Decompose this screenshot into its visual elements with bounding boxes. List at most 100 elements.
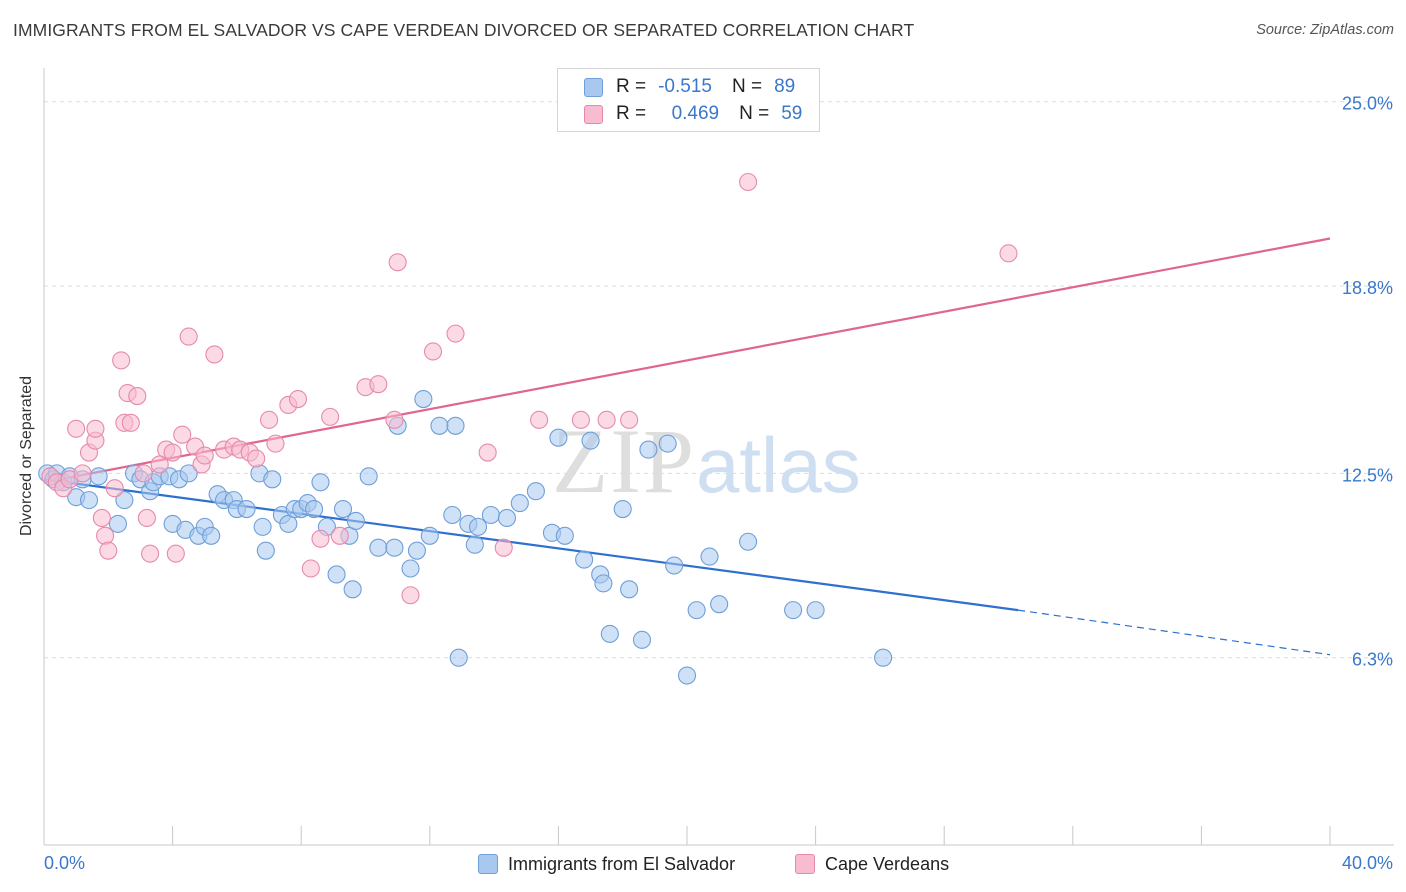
y-tick-label: 25.0% (1342, 94, 1393, 114)
el-salvador-point (465, 535, 484, 554)
bottom-legend-label: Immigrants from El Salvador (508, 853, 736, 874)
axes (43, 68, 1394, 846)
legend-swatch-cape-verdeans (584, 104, 603, 124)
bottom-legend-swatch-el-salvador (478, 854, 498, 874)
el-salvador-point (806, 601, 825, 620)
trend-lines (43, 237, 1331, 656)
el-salvador-point (510, 494, 529, 513)
cape-verdean-point (530, 410, 549, 429)
el-salvador-point (739, 532, 758, 551)
el-salvador-point (613, 499, 632, 519)
legend-row-el-salvador: R = -0.515 N = 89 (584, 75, 795, 99)
cape-verdean-point (86, 419, 105, 438)
y-tick-label: 6.3% (1352, 650, 1393, 670)
legend-row-cape-verdeans: R = 0.469 N = 59 (584, 102, 802, 126)
el-salvador-point (385, 538, 404, 557)
x-tick-label: 0.0% (44, 853, 85, 873)
el-salvador-point (263, 470, 282, 489)
el-salvador-point (497, 508, 517, 528)
cape-verdean-point (73, 464, 92, 483)
el-salvador-point (620, 580, 639, 599)
el-salvador-point (446, 416, 465, 435)
legend-r-label: R = (616, 76, 647, 97)
el-salvador-point (333, 499, 353, 519)
el-salvador-point (658, 434, 677, 453)
el-salvador-point (401, 559, 420, 578)
cape-verdean-point (311, 529, 330, 548)
cape-verdean-point (739, 172, 758, 192)
cape-verdean-point (494, 538, 513, 557)
el-salvador-point (575, 550, 594, 569)
el-salvador-point (594, 574, 613, 593)
el-salvador-point (555, 526, 574, 545)
cape-verdean-point (423, 342, 443, 361)
bottom-legend-cape-verdeans: Cape Verdeans (795, 852, 949, 876)
legend-r-value: -0.515 (658, 76, 712, 97)
gridlines (44, 101, 1392, 659)
cape-verdean-point (134, 464, 153, 483)
el-salvador-point (632, 630, 652, 649)
el-salvador-trend-line-extension (1018, 609, 1331, 656)
cape-verdean-point (288, 389, 308, 409)
bottom-legend-swatch-cape-verdeans (795, 854, 815, 874)
el-salvador-point (665, 556, 684, 575)
cape-verdean-point (96, 526, 115, 545)
el-salvador-point (420, 526, 439, 545)
el-salvador-point (581, 431, 600, 450)
el-salvador-point (253, 517, 272, 536)
cape-verdean-point (121, 413, 140, 432)
cape-verdean-point (620, 410, 639, 429)
el-salvador-point (526, 482, 545, 501)
el-salvador-point (784, 601, 803, 620)
cape-verdean-point (999, 244, 1018, 263)
el-salvador-point (874, 648, 893, 667)
el-salvador-point (115, 491, 134, 510)
el-salvador-point (327, 565, 346, 584)
stats-legend: R = -0.515 N = 89 R = 0.469 N = 59 (557, 68, 820, 132)
cape-verdean-point (92, 508, 111, 528)
el-salvador-point (346, 511, 365, 530)
cape-verdean-point (385, 410, 404, 429)
el-salvador-point (481, 505, 500, 525)
cape-verdean-point (597, 410, 616, 429)
el-salvador-point (430, 416, 449, 435)
legend-r-value: 0.469 (671, 103, 720, 124)
cape-verdean-point (163, 443, 182, 462)
cape-verdean-point (67, 419, 86, 438)
cape-verdean-point (128, 387, 147, 406)
legend-n-label: N = (739, 103, 770, 124)
legend-n-value: 89 (774, 76, 796, 97)
cape-verdean-point (330, 526, 349, 545)
el-salvador-point (407, 541, 426, 560)
tick-labels: 6.3% 12.5% 18.8% 25.0% 0.0% 40.0% (44, 94, 1393, 873)
el-salvador-point (710, 595, 729, 614)
cape-verdean-point (321, 407, 340, 426)
cape-verdean-point (99, 541, 118, 560)
cape-verdean-point (112, 351, 131, 370)
cape-verdean-point (195, 446, 214, 465)
cape-verdean-point (137, 508, 156, 528)
cape-verdean-point (301, 559, 320, 578)
el-salvador-point (549, 428, 568, 447)
cape-verdean-point (571, 410, 590, 429)
el-salvador-point (179, 464, 198, 483)
el-salvador-point (449, 648, 468, 667)
legend-n-value: 59 (781, 103, 803, 124)
el-salvador-trend-line (43, 478, 1019, 612)
el-salvador-point (202, 526, 221, 545)
x-tick-label: 40.0% (1342, 853, 1393, 873)
cape-verdean-point (401, 586, 420, 605)
y-tick-label: 12.5% (1342, 465, 1393, 485)
cape-verdean-point (141, 544, 160, 563)
el-salvador-point (305, 499, 324, 519)
cape-verdean-point (369, 375, 388, 394)
el-salvador-point (700, 547, 719, 566)
cape-verdean-point (266, 434, 285, 453)
legend-swatch-el-salvador (584, 77, 603, 97)
cape-verdean-trend-line (43, 237, 1331, 484)
y-tick-label: 18.8% (1342, 278, 1393, 298)
cape-verdean-point (478, 443, 497, 462)
el-salvador-point (414, 389, 433, 409)
el-salvador-point (443, 505, 462, 525)
